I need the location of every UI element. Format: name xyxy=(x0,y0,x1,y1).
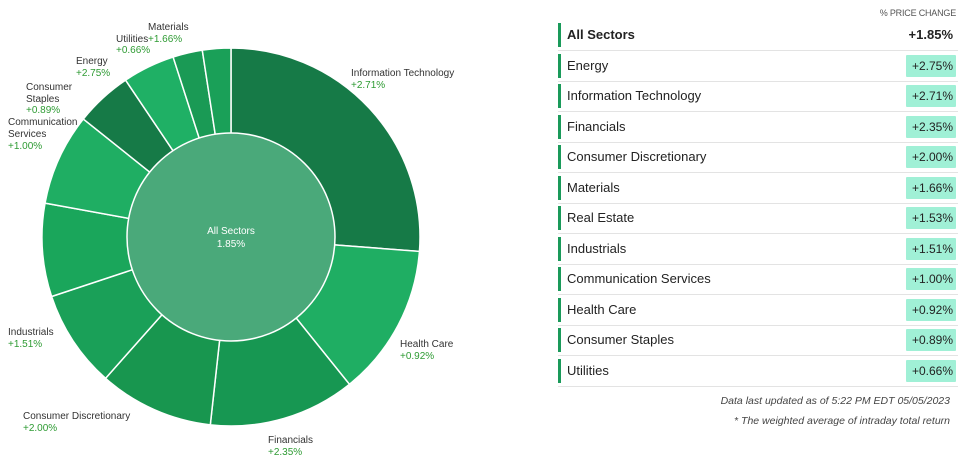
row-accent-bar xyxy=(558,358,561,383)
label-consumer-staples-2: Staples xyxy=(26,94,59,105)
footnote-updated: Data last updated as of 5:22 PM EDT 05/0… xyxy=(720,395,950,407)
row-price-change: +1.85% xyxy=(908,27,953,42)
value-communication-services: +1.00% xyxy=(8,141,42,152)
table-row: Utilities +0.66% xyxy=(558,356,958,387)
table-row: Real Estate +1.53% xyxy=(558,203,958,234)
table-row: Materials +1.66% xyxy=(558,173,958,204)
value-industrials: +1.51% xyxy=(8,339,42,350)
value-info-tech: +2.71% xyxy=(351,80,385,91)
row-price-change: +1.51% xyxy=(905,237,956,260)
table-row: Industrials +1.51% xyxy=(558,234,958,265)
row-accent-bar xyxy=(558,206,561,230)
value-health-care: +0.92% xyxy=(400,351,434,362)
row-accent-bar xyxy=(558,267,561,291)
label-info-tech: Information Technology xyxy=(351,68,454,79)
row-sector-name: Communication Services xyxy=(567,271,711,286)
center-value: 1.85% xyxy=(217,239,245,250)
row-accent-bar xyxy=(558,114,561,139)
row-price-change: +2.75% xyxy=(905,54,956,77)
row-accent-bar xyxy=(558,53,561,78)
row-sector-name: Consumer Discretionary xyxy=(567,149,707,164)
row-accent-bar xyxy=(558,23,561,47)
row-sector-name: Utilities xyxy=(567,362,609,378)
label-financials: Financials xyxy=(268,435,313,446)
label-communication-services-2: Services xyxy=(8,129,46,140)
row-price-change: +0.89% xyxy=(905,329,956,351)
row-price-change: +1.53% xyxy=(905,207,956,229)
table-row: Health Care +0.92% xyxy=(558,295,958,326)
label-consumer-staples-1: Consumer xyxy=(26,82,73,93)
label-energy: Energy xyxy=(76,56,108,67)
footnote-weighted: * The weighted average of intraday total… xyxy=(734,415,950,427)
table-row: Financials +2.35% xyxy=(558,112,958,143)
row-accent-bar xyxy=(558,145,561,169)
row-sector-name: Information Technology xyxy=(567,88,702,103)
sector-donut-chart: All Sectors 1.85% Information Technology… xyxy=(8,22,454,458)
label-industrials: Industrials xyxy=(8,327,54,338)
row-accent-bar xyxy=(558,175,561,200)
label-utilities: Utilities xyxy=(116,34,148,45)
row-accent-bar xyxy=(558,297,561,322)
value-financials: +2.35% xyxy=(268,447,302,458)
table-row: Energy +2.75% xyxy=(558,51,958,82)
row-accent-bar xyxy=(558,84,561,108)
label-health-care: Health Care xyxy=(400,339,454,350)
row-sector-name: Materials xyxy=(567,179,620,195)
table-row: Information Technology +2.71% xyxy=(558,81,958,112)
value-consumer-discretionary: +2.00% xyxy=(23,423,57,434)
label-consumer-discretionary: Consumer Discretionary xyxy=(23,411,130,422)
row-sector-name: Energy xyxy=(567,57,609,73)
row-accent-bar xyxy=(558,328,561,352)
value-consumer-staples: +0.89% xyxy=(26,105,60,116)
value-materials: +1.66% xyxy=(148,34,182,45)
row-sector-name: Consumer Staples xyxy=(567,332,674,347)
row-price-change: +1.00% xyxy=(905,268,956,290)
row-sector-name: Financials xyxy=(567,118,626,134)
row-price-change: +2.71% xyxy=(905,85,956,107)
row-sector-name: Real Estate xyxy=(567,210,635,225)
table-row: Consumer Discretionary +2.00% xyxy=(558,142,958,173)
row-sector-name: Industrials xyxy=(567,240,627,256)
row-sector-name: Health Care xyxy=(567,301,637,317)
value-utilities-inline: +0.66% xyxy=(116,45,150,56)
row-price-change: +2.35% xyxy=(905,115,956,138)
value-energy: +2.75% xyxy=(76,68,110,79)
row-accent-bar xyxy=(558,236,561,261)
center-circle xyxy=(126,132,336,342)
label-materials: Materials xyxy=(148,22,189,33)
row-price-change: +2.00% xyxy=(905,146,956,168)
row-price-change: +1.66% xyxy=(905,176,956,199)
table-header: % PRICE CHANGE xyxy=(879,8,956,18)
table-row: Consumer Staples +0.89% xyxy=(558,325,958,356)
table-row: Communication Services +1.00% xyxy=(558,264,958,295)
center-label: All Sectors xyxy=(207,226,255,237)
row-price-change: +0.92% xyxy=(905,298,956,321)
label-communication-services-1: Communication xyxy=(8,117,77,128)
table-row: All Sectors +1.85% xyxy=(558,20,958,51)
row-price-change: +0.66% xyxy=(905,359,956,382)
row-sector-name: All Sectors xyxy=(567,27,635,42)
